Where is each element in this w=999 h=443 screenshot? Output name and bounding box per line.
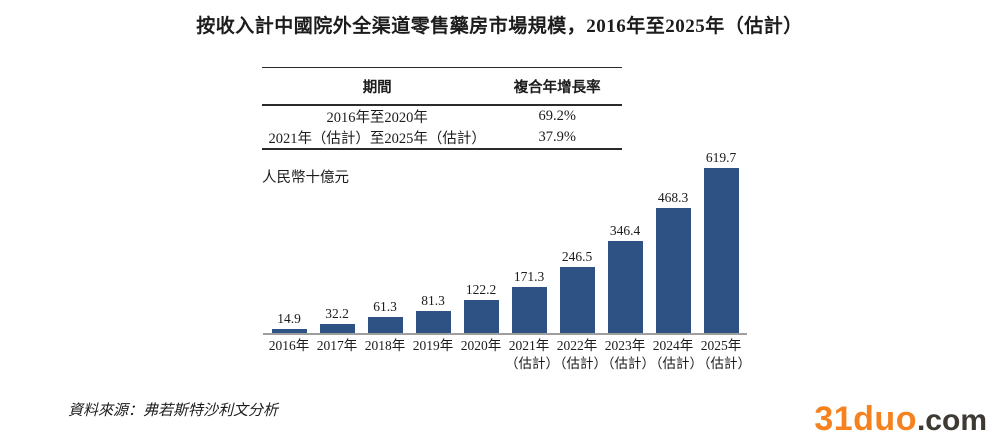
bar-value-label: 122.2 xyxy=(465,282,497,298)
x-tick-estimate: （估計） xyxy=(697,356,751,371)
cagr-period-cell: 2016年至2020年 xyxy=(326,110,428,126)
x-tick-label: 2022年 （估計） xyxy=(553,337,607,373)
x-tick-year: 2018年 xyxy=(364,338,406,353)
bar-value-label: 468.3 xyxy=(657,190,689,206)
bar xyxy=(415,311,451,333)
bar-column: 619.7 xyxy=(697,146,745,333)
x-tick-year: 2022年 xyxy=(556,338,598,353)
x-tick-label: 2018年 xyxy=(361,337,409,373)
bar-column: 81.3 xyxy=(409,146,457,333)
cagr-value-cell: 69.2% xyxy=(538,108,576,124)
x-tick-estimate: （估計） xyxy=(649,356,703,371)
cagr-table-header-cagr: 複合年增長率 xyxy=(513,79,601,96)
bar xyxy=(367,316,403,333)
x-tick-label: 2017年 xyxy=(313,337,361,373)
x-tick-year: 2017年 xyxy=(316,338,358,353)
bar-value-label: 32.2 xyxy=(325,306,349,322)
x-tick-year: 2021年 xyxy=(508,338,550,353)
watermark-suffix-text: .com xyxy=(916,404,987,437)
cagr-value-cell: 37.9% xyxy=(538,129,576,145)
y-axis-unit-label: 人民幣十億元 xyxy=(262,170,349,186)
bar-column: 246.5 xyxy=(553,146,601,333)
bar-value-label: 346.4 xyxy=(609,222,641,238)
bar xyxy=(559,267,595,333)
table-row: 2016年至2020年 69.2% xyxy=(262,106,622,127)
x-tick-label: 2020年 xyxy=(457,337,505,373)
source-note: 資料來源：弗若斯特沙利文分析 xyxy=(68,403,279,419)
cagr-period-cell: 2021年（估計）至2025年（估計） xyxy=(268,131,486,147)
x-tick-year: 2024年 xyxy=(652,338,694,353)
x-tick-estimate: （估計） xyxy=(553,356,607,371)
table-row: 2021年（估計）至2025年（估計） 37.9% xyxy=(262,127,622,148)
x-tick-year: 2016年 xyxy=(268,338,310,353)
bar-chart: 14.9 32.2 61.3 81.3 122.2 171.3 246.5 346.4 468.… xyxy=(265,146,745,333)
bar-value-label: 81.3 xyxy=(421,293,445,309)
bar-column: 61.3 xyxy=(361,146,409,333)
x-tick-year: 2025年 xyxy=(700,338,742,353)
bar-column: 468.3 xyxy=(649,146,697,333)
x-axis-line xyxy=(263,333,747,335)
bar xyxy=(463,300,499,333)
bar xyxy=(319,324,355,333)
bar-value-label: 246.5 xyxy=(561,249,593,265)
x-tick-label: 2016年 xyxy=(265,337,313,373)
x-tick-year: 2020年 xyxy=(460,338,502,353)
bar-column: 32.2 xyxy=(313,146,361,333)
cagr-table-header-row: 期間 複合年增長率 xyxy=(262,68,622,106)
bar-column: 122.2 xyxy=(457,146,505,333)
x-tick-label: 2025年 （估計） xyxy=(697,337,751,373)
bar-value-label: 14.9 xyxy=(277,311,301,327)
x-tick-estimate: （估計） xyxy=(601,356,655,371)
x-tick-label: 2023年 （估計） xyxy=(601,337,655,373)
watermark-logo: 31duo.com xyxy=(814,400,987,439)
x-axis-tick-labels: 2016年 2017年 2018年 2019年 2020年 2021年 （估計） 2022年（… xyxy=(265,337,751,373)
bar xyxy=(511,287,547,333)
bar-column: 171.3 xyxy=(505,146,553,333)
x-tick-label: 2019年 xyxy=(409,337,457,373)
x-tick-year: 2023年 xyxy=(604,338,646,353)
bar xyxy=(607,240,643,333)
bar-column: 14.9 xyxy=(265,146,313,333)
x-tick-year: 2019年 xyxy=(412,338,454,353)
bar xyxy=(271,329,307,333)
bar xyxy=(655,208,691,333)
bar xyxy=(703,168,739,333)
bar-column: 346.4 xyxy=(601,146,649,333)
bar-value-label: 61.3 xyxy=(373,298,397,314)
watermark-brand-text: 31duo xyxy=(814,400,917,438)
x-tick-label: 2024年 （估計） xyxy=(649,337,703,373)
page-title: 按收入計中國院外全渠道零售藥房市場規模，2016年至2025年（估計） xyxy=(196,16,803,37)
bar-value-label: 619.7 xyxy=(705,150,737,165)
x-tick-estimate: （估計） xyxy=(505,356,559,371)
bar-value-label: 171.3 xyxy=(513,269,545,285)
cagr-table: 期間 複合年增長率 2016年至2020年 69.2% 2021年（估計）至20… xyxy=(262,67,622,150)
x-tick-label: 2021年 （估計） xyxy=(505,337,559,373)
cagr-table-header-period: 期間 xyxy=(362,79,392,96)
